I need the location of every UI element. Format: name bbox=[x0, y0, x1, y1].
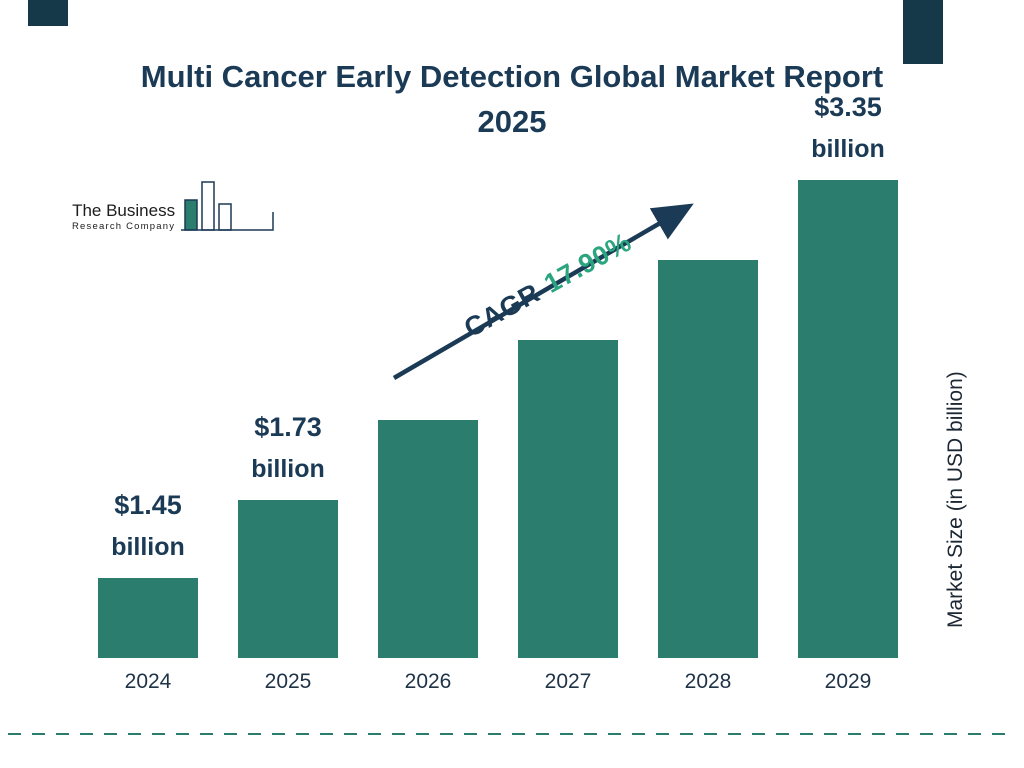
bar-chart: $1.45 billion 2024 $1.73 billion 2025 2026 2027… bbox=[98, 92, 898, 693]
bar-group-2024: $1.45 billion 2024 bbox=[98, 490, 198, 693]
x-axis-label-2027: 2027 bbox=[544, 670, 592, 693]
logo-bar-chart-icon bbox=[181, 181, 274, 231]
cagr-arrow bbox=[392, 203, 694, 380]
x-axis-label-2024: 2024 bbox=[124, 670, 172, 693]
x-axis-label-2026: 2026 bbox=[404, 670, 452, 693]
bar-2025 bbox=[238, 500, 338, 658]
bar-2024 bbox=[98, 578, 198, 658]
x-axis-label-2025: 2025 bbox=[264, 670, 312, 693]
value-label-2025: $1.73 billion bbox=[251, 412, 325, 484]
bar-group-2026: 2026 bbox=[378, 420, 478, 693]
value-unit: billion bbox=[811, 135, 885, 163]
page-title: Multi Cancer Early Detection Global Mark… bbox=[140, 58, 884, 139]
company-logo-text: The Business Research Company bbox=[72, 201, 175, 232]
corner-accent-top-left bbox=[28, 0, 68, 26]
logo-name-line1: The Business bbox=[72, 200, 176, 220]
value-amount: $1.45 bbox=[114, 490, 182, 520]
bar-2027 bbox=[518, 340, 618, 658]
bar-2026 bbox=[378, 420, 478, 658]
logo-name-line2: Research Company bbox=[72, 221, 176, 232]
bar-group-2029: $3.35 billion 2029 bbox=[798, 92, 898, 693]
bar-group-2028: 2028 bbox=[658, 260, 758, 693]
company-logo: The Business Research Company bbox=[72, 178, 277, 240]
value-amount: $1.73 bbox=[254, 412, 322, 442]
value-label-2029: $3.35 billion bbox=[811, 92, 885, 164]
value-unit: billion bbox=[111, 533, 185, 561]
bar-group-2027: 2027 bbox=[518, 340, 618, 693]
value-unit: billion bbox=[251, 455, 325, 483]
y-axis-label: Market Size (in USD billion) bbox=[944, 371, 967, 629]
corner-accent-top-right bbox=[903, 0, 943, 64]
bottom-dashed-divider bbox=[8, 733, 1016, 735]
bar-2028 bbox=[658, 260, 758, 658]
value-amount: $3.35 bbox=[814, 92, 882, 122]
x-axis-label-2029: 2029 bbox=[824, 670, 872, 693]
bar-group-2025: $1.73 billion 2025 bbox=[238, 412, 338, 693]
value-label-2024: $1.45 billion bbox=[111, 490, 185, 562]
x-axis-label-2028: 2028 bbox=[684, 670, 732, 693]
bar-2029 bbox=[798, 180, 898, 658]
